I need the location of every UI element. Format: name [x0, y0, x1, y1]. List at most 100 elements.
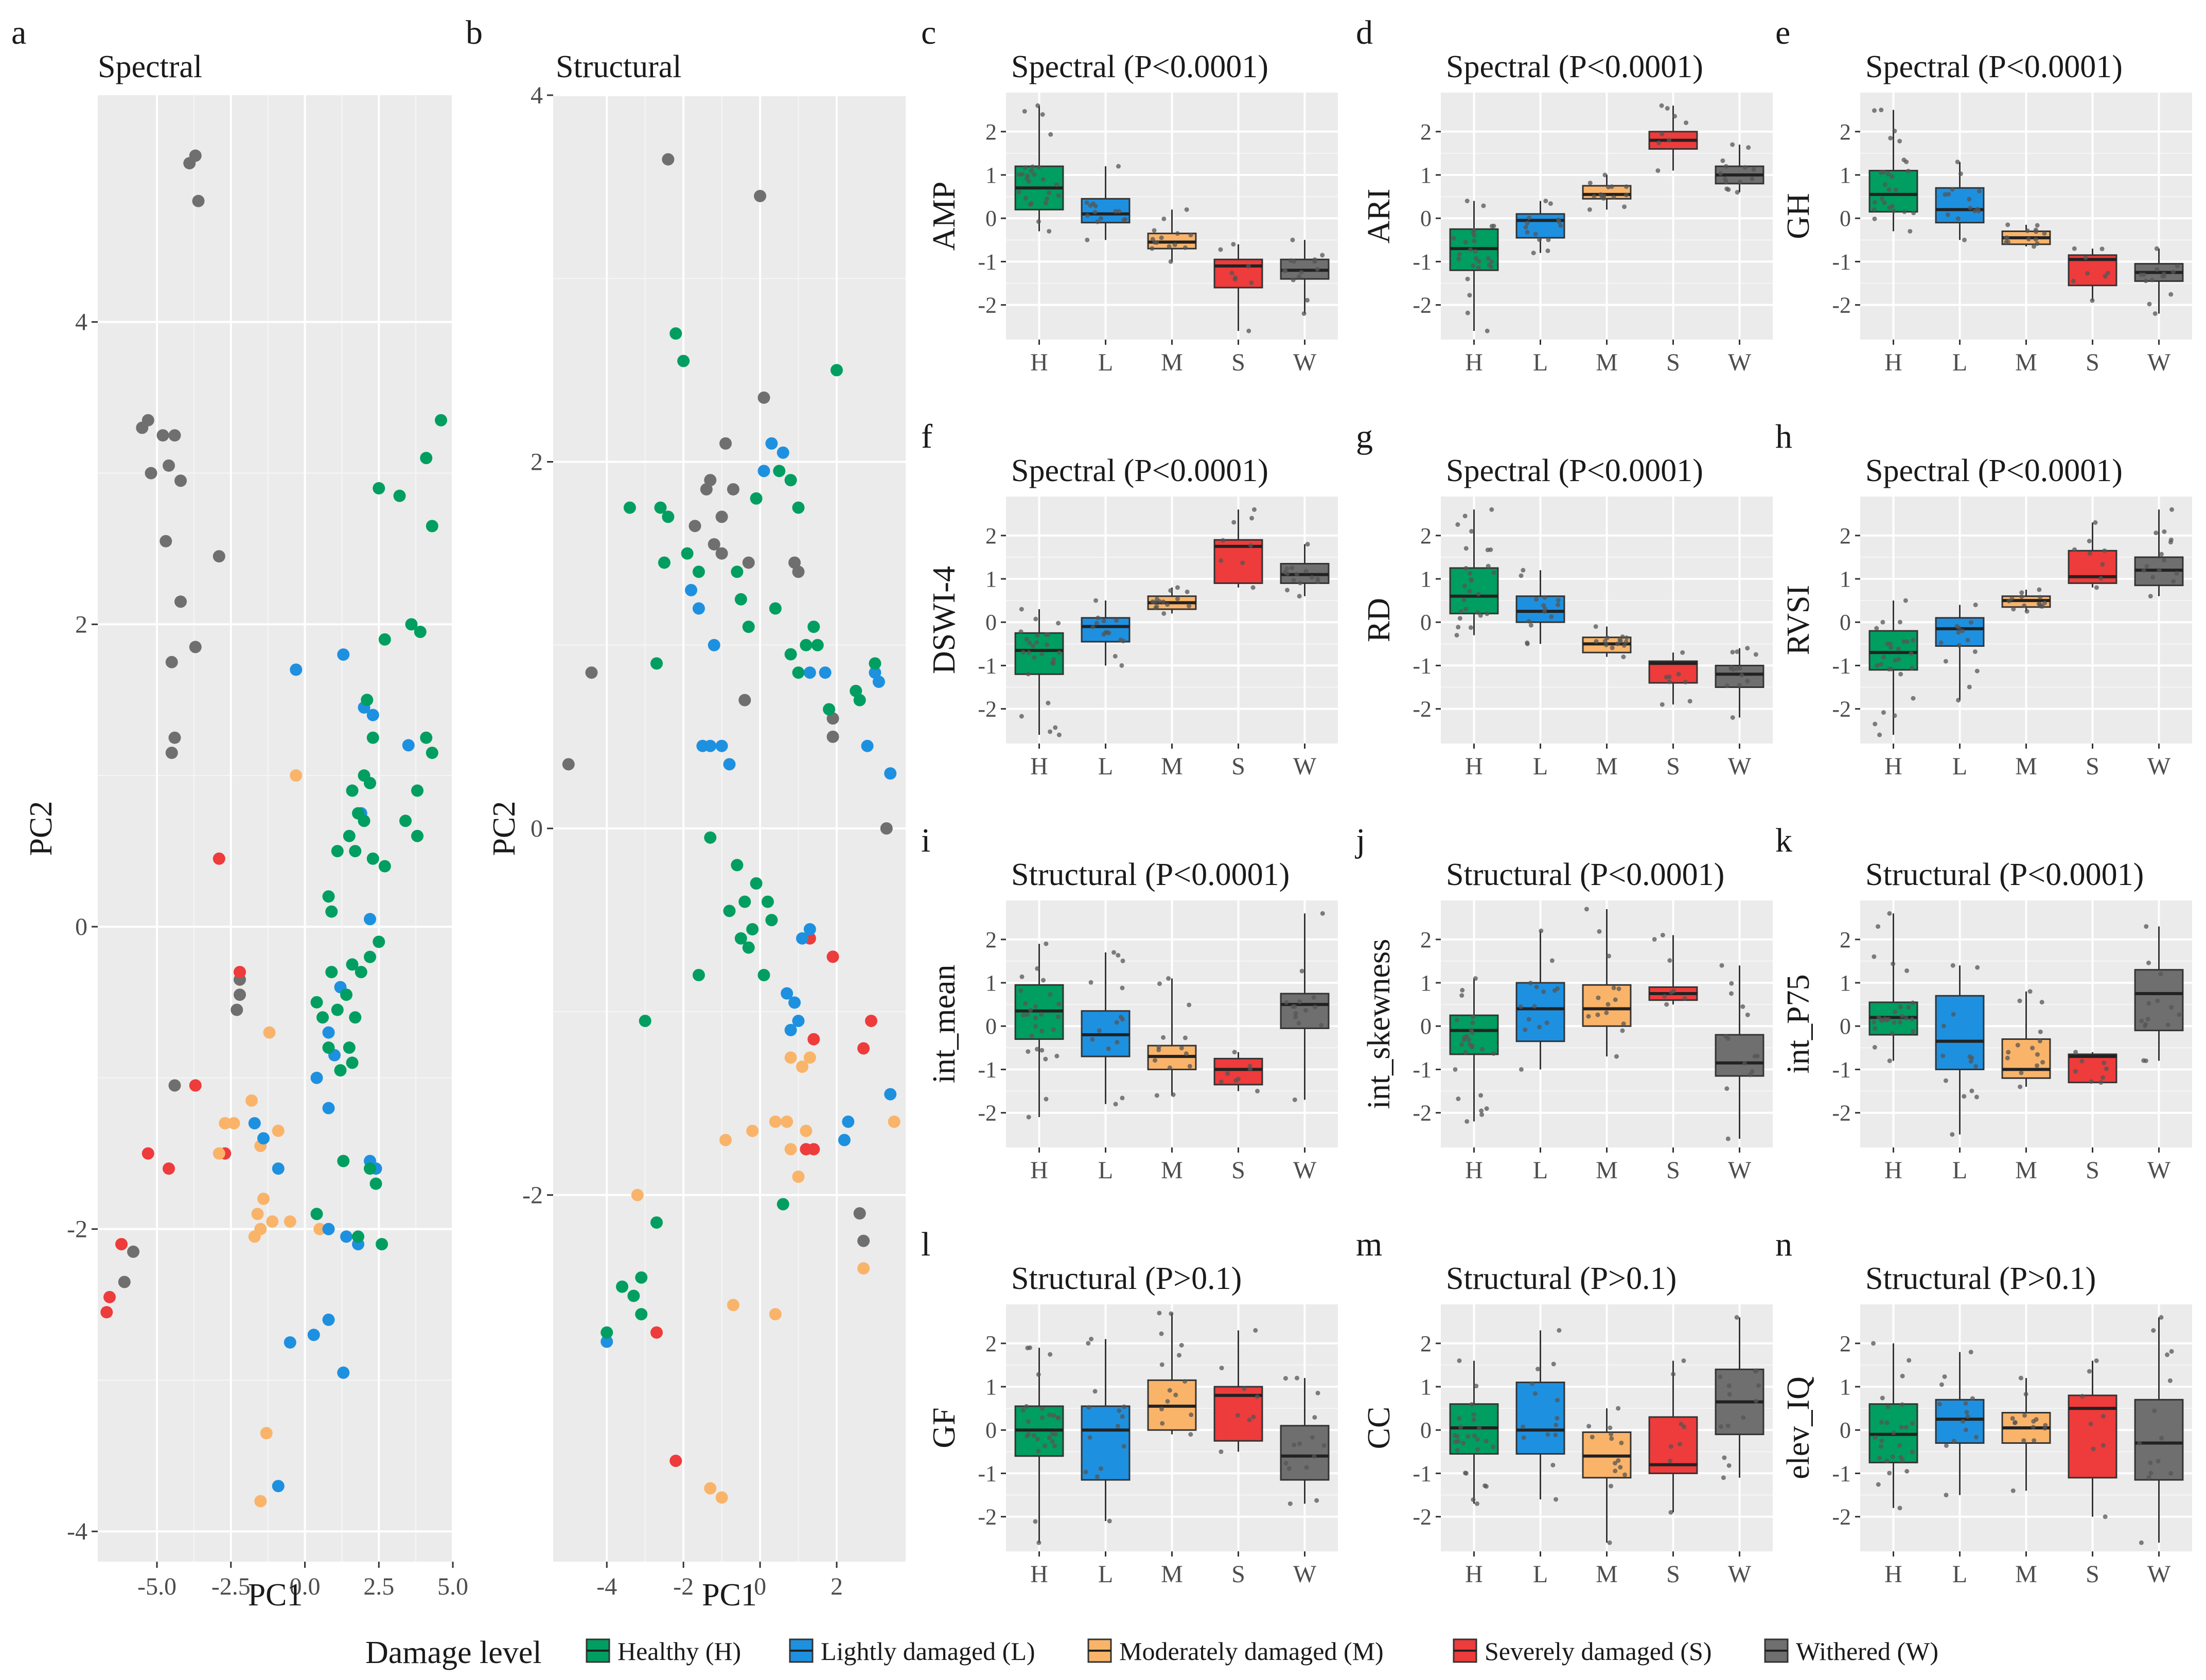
x-tick-label: L — [1952, 1157, 1967, 1184]
jitter-point-H — [1900, 1458, 1905, 1463]
jitter-point-H — [1886, 1017, 1891, 1022]
jitter-point-W — [1730, 142, 1735, 147]
scatter-point-H — [669, 327, 682, 340]
legend-label-S: Severely damaged (S) — [1485, 1637, 1712, 1666]
jitter-point-L — [1541, 989, 1546, 994]
jitter-point-S — [1231, 242, 1236, 247]
jitter-point-M — [1157, 599, 1162, 604]
jitter-point-S — [1665, 106, 1670, 111]
jitter-point-H — [1907, 1358, 1912, 1363]
jitter-point-S — [2103, 274, 2108, 279]
jitter-point-L — [1117, 209, 1122, 214]
jitter-point-H — [1471, 263, 1476, 269]
jitter-point-L — [1943, 659, 1948, 664]
jitter-point-S — [2071, 278, 2076, 284]
y-tick-label: -1 — [1413, 653, 1432, 678]
legend-label-L: Lightly damaged (L) — [821, 1637, 1035, 1666]
jitter-point-H — [1477, 1425, 1482, 1430]
scatter-point-W — [662, 153, 675, 166]
jitter-point-H — [1888, 135, 1893, 140]
jitter-point-W — [1311, 995, 1316, 1000]
jitter-point-W — [1313, 1004, 1318, 1010]
jitter-point-L — [1963, 1401, 1968, 1406]
jitter-point-L — [1534, 597, 1539, 602]
jitter-point-L — [1965, 638, 1970, 643]
jitter-point-W — [2155, 267, 2160, 272]
jitter-point-H — [1048, 992, 1053, 997]
jitter-point-L — [1946, 191, 1951, 197]
jitter-point-M — [1611, 985, 1616, 991]
jitter-point-W — [1725, 1423, 1731, 1428]
jitter-point-L — [1550, 1462, 1556, 1467]
y-tick-label: -1 — [1832, 1057, 1851, 1082]
jitter-point-H — [1461, 597, 1467, 603]
panel-letter-g: g — [1356, 418, 1373, 455]
jitter-point-H — [1910, 1017, 1915, 1022]
x-tick-label: L — [1533, 1561, 1548, 1588]
jitter-point-M — [2003, 235, 2008, 240]
jitter-point-W — [1283, 1376, 1288, 1381]
jitter-point-M — [1187, 1064, 1192, 1069]
jitter-point-W — [1750, 1069, 1755, 1074]
jitter-point-S — [1668, 1459, 1673, 1464]
jitter-point-W — [1737, 683, 1742, 688]
scatter-point-W — [754, 189, 767, 202]
jitter-point-S — [2083, 255, 2088, 260]
jitter-point-H — [1047, 228, 1052, 234]
jitter-point-H — [1479, 1108, 1484, 1113]
jitter-point-H — [1474, 1501, 1479, 1506]
jitter-point-M — [1159, 1331, 1164, 1336]
jitter-point-H — [1047, 190, 1052, 196]
jitter-point-W — [2137, 1441, 2142, 1446]
jitter-point-S — [1219, 558, 1224, 563]
jitter-point-L — [1537, 1024, 1542, 1030]
scatter-point-H — [692, 565, 705, 578]
jitter-point-H — [1462, 514, 1468, 519]
jitter-point-H — [1910, 1449, 1915, 1455]
jitter-point-M — [1183, 1379, 1188, 1384]
jitter-point-L — [1556, 217, 1561, 222]
panel-letter-f: f — [921, 418, 932, 455]
jitter-point-M — [1159, 1406, 1164, 1411]
y-axis-label: GF — [927, 1407, 962, 1448]
jitter-point-W — [1719, 963, 1724, 968]
jitter-point-M — [2015, 1042, 2020, 1048]
jitter-point-H — [1465, 310, 1470, 315]
jitter-point-H — [1021, 1013, 1026, 1018]
scatter-point-M — [784, 1143, 797, 1156]
jitter-point-M — [1610, 645, 1615, 650]
jitter-point-H — [1469, 577, 1474, 582]
scatter-point-S — [864, 1015, 877, 1028]
jitter-point-H — [1036, 1448, 1041, 1454]
jitter-point-M — [1179, 1046, 1184, 1051]
x-tick-label: -4 — [596, 1573, 617, 1600]
jitter-point-W — [1730, 649, 1735, 655]
scatter-point-W — [562, 758, 575, 771]
scatter-point-W — [165, 656, 178, 668]
jitter-point-H — [1056, 732, 1062, 737]
jitter-point-W — [2171, 579, 2176, 584]
jitter-point-H — [1462, 1471, 1468, 1476]
jitter-point-L — [1093, 598, 1099, 603]
jitter-point-H — [1020, 172, 1025, 177]
scatter-point-H — [784, 474, 797, 487]
jitter-point-H — [1051, 1413, 1056, 1418]
jitter-point-W — [1296, 1021, 1301, 1026]
y-tick-label: -1 — [1413, 1461, 1432, 1486]
jitter-point-L — [1531, 251, 1536, 256]
jitter-point-H — [1478, 1093, 1484, 1098]
jitter-point-M — [2037, 1038, 2042, 1044]
scatter-point-W — [145, 467, 157, 480]
x-tick-label: L — [1952, 1561, 1967, 1588]
scatter-point-W — [213, 550, 225, 563]
jitter-point-H — [1897, 1020, 1902, 1025]
y-tick-label: 1 — [1420, 970, 1432, 996]
jitter-point-M — [2021, 1438, 2026, 1443]
jitter-point-H — [1887, 1058, 1892, 1064]
jitter-point-W — [1292, 1442, 1297, 1447]
jitter-point-L — [1519, 573, 1524, 578]
scatter-point-H — [435, 414, 447, 427]
jitter-point-S — [1682, 1424, 1687, 1429]
scatter-point-H — [731, 565, 744, 578]
jitter-point-H — [1054, 1053, 1060, 1058]
